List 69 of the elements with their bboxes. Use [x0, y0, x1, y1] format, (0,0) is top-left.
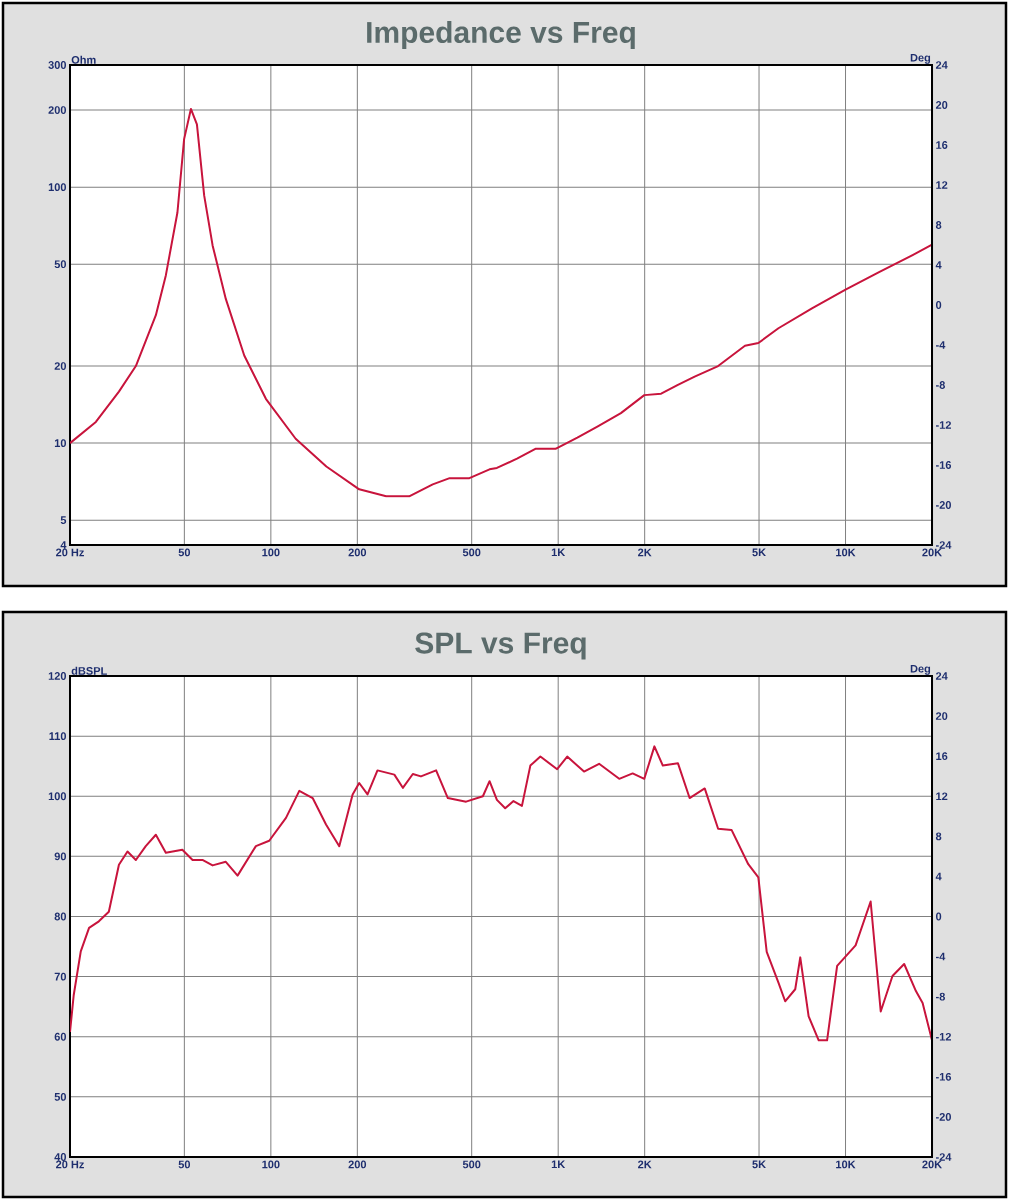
y-tick-label: 20: [54, 362, 67, 370]
x-tick-label: 20 Hz: [56, 548, 84, 557]
y2-tick-label: -12: [935, 421, 952, 429]
x-tick-label: 50: [178, 1160, 191, 1169]
y-tick-label: 50: [54, 1092, 67, 1101]
y2-tick-label: 0: [935, 301, 942, 309]
y2-tick-label: 24: [935, 672, 948, 680]
y2-tick-label: 12: [936, 181, 948, 189]
y-tick-label: 70: [54, 972, 67, 981]
y2-tick-label: 20: [935, 712, 948, 720]
y-tick-label: 60: [54, 1032, 67, 1041]
y-tick-label: 200: [48, 106, 67, 114]
y2-tick-label: 24: [935, 61, 948, 69]
y2-tick-label: -8: [935, 381, 945, 389]
y-tick-label: 100: [48, 183, 67, 192]
y2-tick-label: -24: [935, 541, 952, 549]
x-tick-label: 20K: [922, 548, 942, 557]
chart-title: Impedance vs Freq: [367, 21, 635, 49]
chart-title: SPL vs Freq: [415, 632, 586, 660]
y-tick-label: 50: [54, 260, 67, 269]
y-tick-label: 100: [48, 792, 67, 801]
y2-tick-label: 0: [935, 912, 942, 921]
y2-tick-label: -4: [935, 341, 946, 349]
x-tick-label: 5K: [752, 548, 766, 557]
y2-tick-label: 16: [936, 752, 948, 761]
y2-tick-label: 12: [936, 792, 948, 801]
y2-tick-label: 20: [935, 101, 948, 109]
y2-tick-label: -16: [935, 1072, 952, 1081]
y2-tick-label: -24: [935, 1153, 952, 1161]
x-tick-label: 2K: [638, 548, 652, 557]
x-tick-label: 100: [262, 548, 280, 557]
y-tick-label: 5: [60, 516, 67, 525]
y-tick-label: 40: [54, 1153, 67, 1161]
y-tick-label: 110: [49, 732, 67, 741]
x-tick-label: 100: [262, 1160, 280, 1169]
y2-tick-label: -8: [935, 992, 945, 1001]
x-tick-label: 200: [348, 1160, 367, 1169]
y2-tick-label: 4: [935, 261, 942, 269]
x-tick-label: 500: [462, 1160, 481, 1169]
y-tick-label: 120: [48, 672, 67, 680]
x-tick-label: 20K: [922, 1160, 942, 1169]
y-tick-label: 300: [48, 61, 67, 69]
y-tick-label: 4: [60, 541, 67, 549]
y2-tick-label: -12: [935, 1032, 952, 1041]
x-tick-label: 20 Hz: [56, 1160, 84, 1169]
x-tick-label: 200: [348, 548, 367, 557]
y2-tick-label: -4: [935, 952, 946, 961]
y-axis-title: Ohm: [71, 55, 96, 64]
y2-tick-label: 8: [935, 221, 942, 229]
x-tick-label: 1K: [551, 1160, 566, 1169]
y2-tick-label: 4: [935, 872, 942, 881]
x-tick-label: 10K: [836, 548, 856, 557]
x-tick-label: 500: [462, 548, 481, 557]
x-tick-label: 2K: [638, 1160, 652, 1169]
y-tick-label: 10: [54, 439, 67, 448]
x-tick-label: 1K: [551, 548, 566, 557]
y2-tick-label: -16: [935, 461, 952, 469]
y2-tick-label: 8: [935, 832, 942, 841]
x-tick-label: 5K: [752, 1160, 766, 1169]
y2-axis-title: Deg: [910, 53, 931, 64]
y-tick-label: 80: [54, 912, 67, 921]
y2-tick-label: -20: [935, 501, 951, 509]
y-tick-label: 90: [54, 852, 67, 861]
y2-tick-label: -20: [935, 1113, 951, 1121]
y2-axis-title: Deg: [910, 664, 931, 675]
y2-tick-label: 16: [936, 141, 948, 149]
x-tick-label: 10K: [836, 1160, 856, 1169]
x-tick-label: 50: [178, 548, 191, 557]
y-axis-title: dBSPL: [71, 666, 107, 675]
